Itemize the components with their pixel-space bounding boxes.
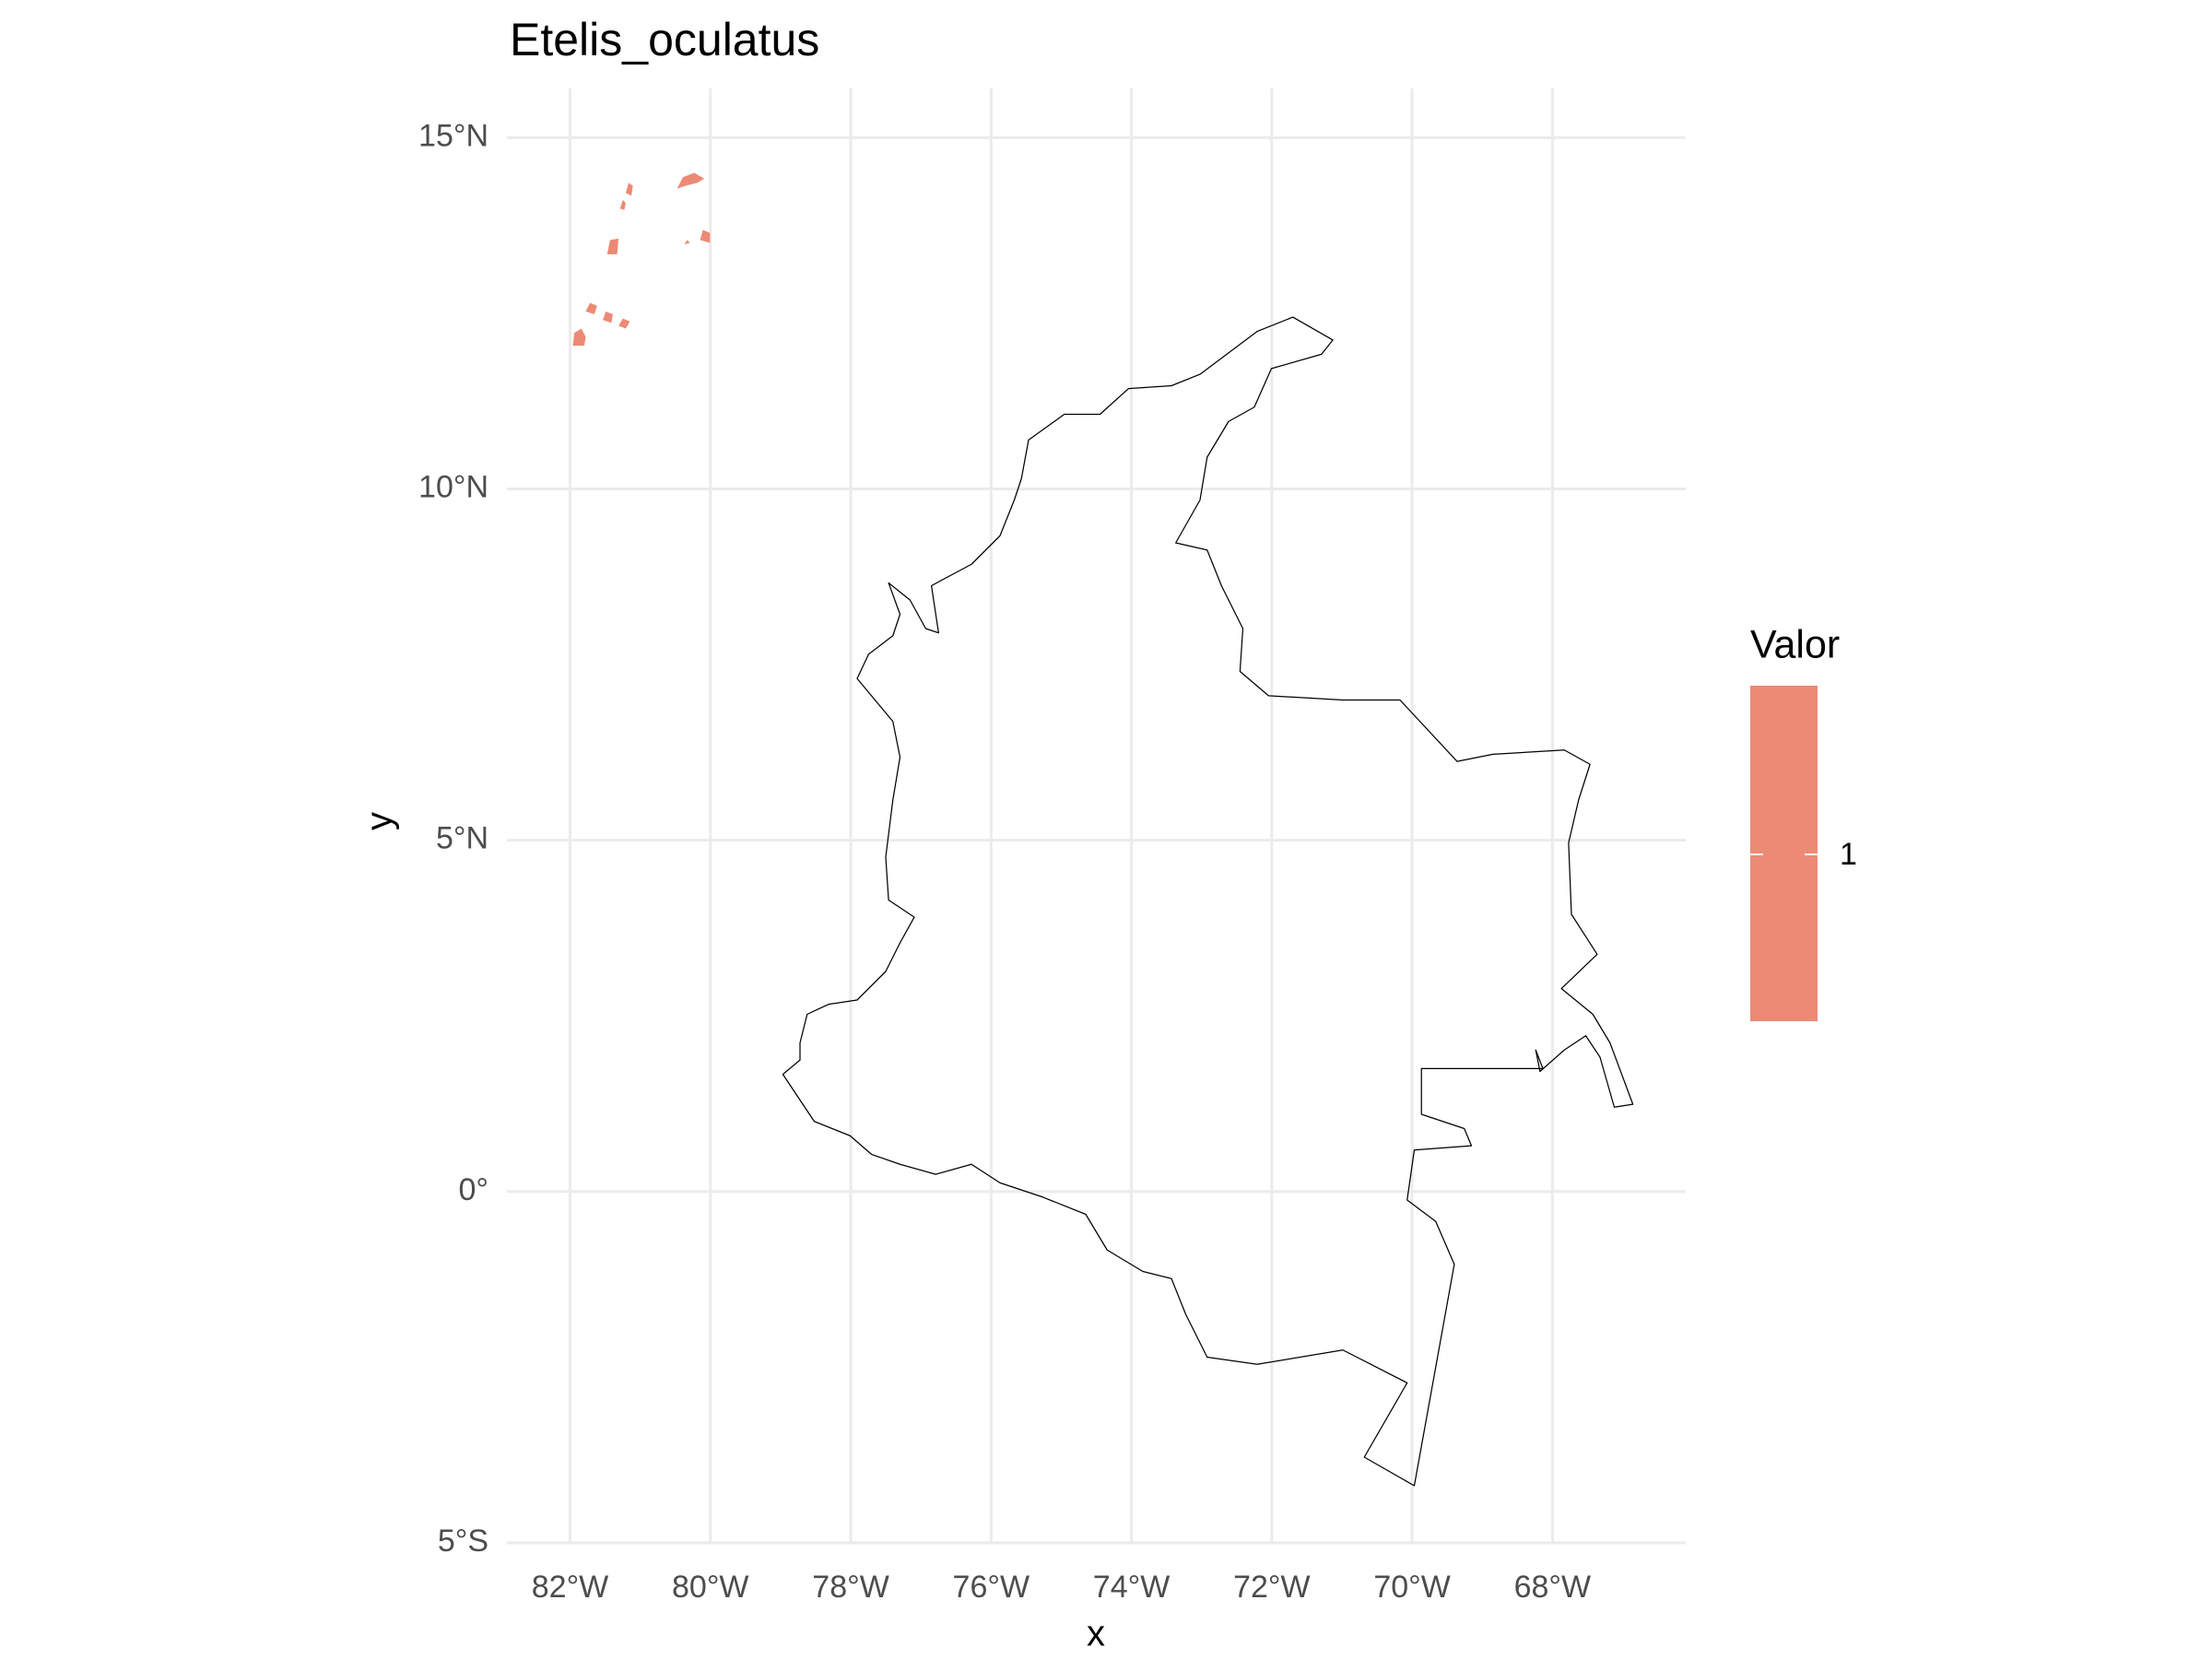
raster-layer: [572, 172, 711, 347]
raster-cell: [572, 328, 586, 347]
x-tick-label: 82°W: [532, 1570, 609, 1605]
grid: [507, 88, 1686, 1545]
x-tick-label: 76°W: [953, 1570, 1030, 1605]
legend-label: 1: [1840, 837, 1857, 872]
raster-cell: [603, 311, 613, 324]
x-tick-label: 72°W: [1233, 1570, 1311, 1605]
x-tick-label: 70°W: [1373, 1570, 1451, 1605]
x-tick-label: 68°W: [1514, 1570, 1592, 1605]
y-tick-label: 15°N: [418, 118, 488, 153]
x-axis-title: x: [1087, 1614, 1105, 1654]
raster-cell: [700, 229, 711, 243]
raster-cell: [585, 302, 597, 314]
raster-cell: [619, 200, 626, 210]
raster-cell: [677, 172, 705, 189]
y-axis-title: y: [359, 812, 400, 830]
x-tick-label: 74°W: [1093, 1570, 1171, 1605]
legend-title: Valor: [1750, 622, 1840, 666]
x-tick-label: 80°W: [672, 1570, 749, 1605]
y-tick-label: 5°N: [436, 821, 488, 856]
map-layer: [572, 172, 1634, 1487]
y-tick-label: 5°S: [438, 1524, 488, 1559]
y-tick-label: 10°N: [418, 470, 488, 505]
chart-title: Etelis_oculatus: [510, 14, 819, 65]
raster-cell: [625, 182, 633, 196]
raster-cell: [684, 240, 690, 245]
country-outline: [782, 316, 1634, 1487]
y-tick-label: 0°: [458, 1172, 488, 1207]
raster-cell: [606, 238, 619, 254]
raster-cell: [618, 318, 630, 329]
x-tick-label: 78°W: [812, 1570, 889, 1605]
